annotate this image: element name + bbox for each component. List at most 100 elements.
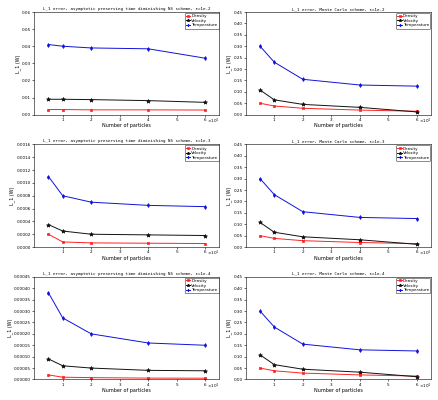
- X-axis label: Number of particles: Number of particles: [102, 123, 151, 128]
- Temperature: [414, 84, 420, 88]
- Velocity: [258, 352, 263, 357]
- Title: L_1 error, asymptotic preserving time diminishing NS scheme, ε=1e-3: L_1 error, asymptotic preserving time di…: [43, 139, 211, 143]
- Velocity: [145, 98, 151, 103]
- Density: [88, 108, 94, 112]
- Velocity: [300, 234, 305, 239]
- X-axis label: Number of particles: Number of particles: [314, 123, 363, 128]
- Title: L_1 error, asymptotic preserving time diminishing NS scheme, ε=1e-4: L_1 error, asymptotic preserving time di…: [43, 272, 211, 276]
- Temperature: [258, 176, 263, 181]
- Text: $\times10^4$: $\times10^4$: [207, 249, 219, 258]
- Density: [357, 240, 362, 245]
- Velocity: [60, 229, 65, 234]
- Text: $\times10^4$: $\times10^4$: [207, 117, 219, 126]
- Density: [357, 108, 362, 112]
- Temperature: [60, 44, 65, 49]
- Temperature: [357, 348, 362, 352]
- Text: $\times10^4$: $\times10^4$: [419, 117, 431, 126]
- X-axis label: Number of particles: Number of particles: [102, 388, 151, 393]
- Density: [145, 376, 151, 380]
- Temperature: [145, 340, 151, 345]
- Density: [203, 108, 208, 112]
- Velocity: [46, 356, 51, 361]
- Temperature: [258, 44, 263, 49]
- Density: [272, 104, 277, 108]
- Y-axis label: L_1 (W): L_1 (W): [7, 319, 13, 338]
- Temperature: [60, 193, 65, 198]
- Density: [203, 376, 208, 381]
- Velocity: [46, 222, 51, 227]
- Velocity: [300, 102, 305, 107]
- Density: [258, 101, 263, 106]
- Line: Density: Density: [259, 102, 418, 113]
- Legend: Density, Velocity, Temperature: Density, Velocity, Temperature: [184, 145, 219, 161]
- Title: L_1 error, Monte Carlo scheme, ε=1e-4: L_1 error, Monte Carlo scheme, ε=1e-4: [292, 272, 385, 276]
- Velocity: [258, 88, 263, 92]
- Density: [272, 368, 277, 373]
- Temperature: [46, 42, 51, 47]
- Line: Temperature: Temperature: [47, 43, 207, 60]
- Density: [60, 107, 65, 112]
- Density: [145, 108, 151, 112]
- Density: [88, 240, 94, 245]
- Temperature: [60, 316, 65, 320]
- Velocity: [357, 237, 362, 242]
- Density: [88, 375, 94, 380]
- Legend: Density, Velocity, Temperature: Density, Velocity, Temperature: [184, 13, 219, 29]
- Velocity: [88, 366, 94, 370]
- Line: Density: Density: [259, 234, 418, 245]
- Temperature: [272, 60, 277, 65]
- Velocity: [414, 374, 420, 379]
- Velocity: [414, 242, 420, 247]
- X-axis label: Number of particles: Number of particles: [102, 256, 151, 261]
- Velocity: [300, 367, 305, 372]
- Velocity: [60, 363, 65, 368]
- Velocity: [46, 97, 51, 102]
- Density: [300, 238, 305, 243]
- Velocity: [145, 368, 151, 373]
- Velocity: [272, 98, 277, 102]
- Temperature: [88, 46, 94, 50]
- Line: Temperature: Temperature: [259, 310, 418, 352]
- Line: Density: Density: [47, 108, 207, 112]
- Line: Temperature: Temperature: [259, 45, 418, 88]
- Line: Temperature: Temperature: [47, 292, 207, 347]
- Temperature: [414, 216, 420, 221]
- Line: Velocity: Velocity: [258, 88, 419, 114]
- Density: [300, 106, 305, 111]
- Density: [46, 232, 51, 237]
- Density: [258, 233, 263, 238]
- Temperature: [88, 332, 94, 336]
- X-axis label: Number of particles: Number of particles: [314, 388, 363, 393]
- Density: [203, 241, 208, 246]
- Line: Temperature: Temperature: [47, 175, 207, 208]
- Line: Density: Density: [47, 374, 207, 380]
- Title: L_1 error, Monte Carlo scheme, ε=1e-2: L_1 error, Monte Carlo scheme, ε=1e-2: [292, 7, 385, 11]
- Temperature: [357, 215, 362, 220]
- Y-axis label: L_1 (W): L_1 (W): [226, 319, 232, 338]
- Temperature: [300, 77, 305, 82]
- Text: $\times10^4$: $\times10^4$: [419, 382, 431, 391]
- Density: [300, 371, 305, 376]
- Legend: Density, Velocity, Temperature: Density, Velocity, Temperature: [396, 13, 430, 29]
- Line: Velocity: Velocity: [258, 353, 419, 379]
- Temperature: [414, 348, 420, 353]
- Density: [272, 236, 277, 241]
- X-axis label: Number of particles: Number of particles: [314, 256, 363, 261]
- Temperature: [203, 204, 208, 209]
- Temperature: [46, 290, 51, 295]
- Temperature: [203, 56, 208, 61]
- Density: [258, 366, 263, 370]
- Legend: Density, Velocity, Temperature: Density, Velocity, Temperature: [184, 278, 219, 294]
- Velocity: [145, 232, 151, 237]
- Velocity: [203, 100, 208, 105]
- Text: $\times10^4$: $\times10^4$: [207, 382, 219, 391]
- Density: [46, 372, 51, 377]
- Temperature: [300, 342, 305, 346]
- Velocity: [60, 97, 65, 102]
- Line: Density: Density: [259, 367, 418, 378]
- Legend: Density, Velocity, Temperature: Density, Velocity, Temperature: [396, 145, 430, 161]
- Y-axis label: L_1 (W): L_1 (W): [10, 186, 15, 205]
- Temperature: [300, 209, 305, 214]
- Density: [414, 374, 420, 378]
- Temperature: [272, 325, 277, 330]
